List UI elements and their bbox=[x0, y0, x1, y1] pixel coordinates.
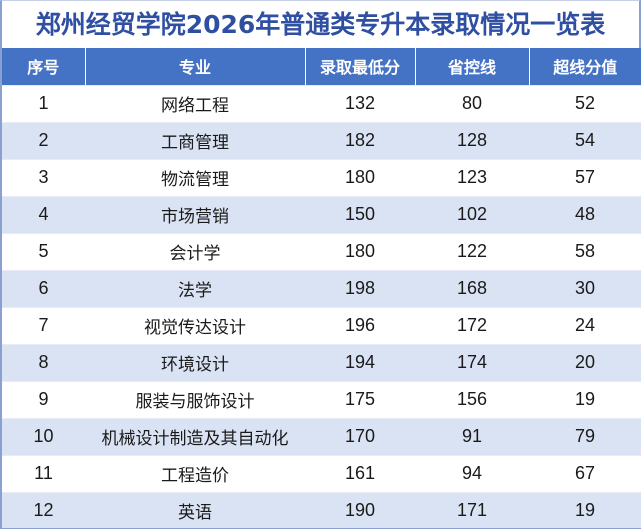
cell-min-score: 182 bbox=[305, 121, 415, 159]
table-row: 5 会计学 180 122 58 bbox=[0, 232, 641, 270]
cell-index: 11 bbox=[0, 454, 85, 492]
table-row: 3 物流管理 180 123 57 bbox=[0, 158, 641, 196]
header-index: 序号 bbox=[0, 48, 85, 85]
cell-index: 12 bbox=[0, 491, 85, 529]
cell-major: 环境设计 bbox=[85, 343, 305, 381]
cell-min-score: 180 bbox=[305, 232, 415, 270]
cell-above-line: 67 bbox=[529, 454, 641, 492]
table-row: 6 法学 198 168 30 bbox=[0, 269, 641, 307]
cell-min-score: 170 bbox=[305, 417, 415, 455]
admission-table: 序号 专业 录取最低分 省控线 超线分值 1 网络工程 132 80 52 2 工商管理 18… bbox=[0, 48, 641, 529]
cell-major: 法学 bbox=[85, 269, 305, 307]
cell-control-line: 172 bbox=[415, 306, 529, 344]
cell-index: 5 bbox=[0, 232, 85, 270]
cell-min-score: 180 bbox=[305, 158, 415, 196]
cell-min-score: 161 bbox=[305, 454, 415, 492]
cell-above-line: 24 bbox=[529, 306, 641, 344]
table-body: 1 网络工程 132 80 52 2 工商管理 182 128 54 3 物流管理 180 123 57 4 市… bbox=[0, 84, 641, 529]
table-row: 9 服装与服饰设计 175 156 19 bbox=[0, 380, 641, 418]
page-title: 郑州经贸学院2026年普通类专升本录取情况一览表 bbox=[0, 0, 641, 48]
cell-min-score: 175 bbox=[305, 380, 415, 418]
cell-above-line: 58 bbox=[529, 232, 641, 270]
table-row: 1 网络工程 132 80 52 bbox=[0, 84, 641, 122]
table-row: 10 机械设计制造及其自动化 170 91 79 bbox=[0, 417, 641, 455]
cell-index: 4 bbox=[0, 195, 85, 233]
cell-index: 6 bbox=[0, 269, 85, 307]
cell-above-line: 19 bbox=[529, 380, 641, 418]
header-control-line: 省控线 bbox=[414, 48, 529, 85]
cell-major: 会计学 bbox=[85, 232, 305, 270]
cell-major: 工商管理 bbox=[85, 121, 305, 159]
cell-control-line: 80 bbox=[415, 84, 529, 122]
cell-control-line: 102 bbox=[415, 195, 529, 233]
table-row: 12 英语 190 171 19 bbox=[0, 491, 641, 529]
cell-index: 10 bbox=[0, 417, 85, 455]
cell-above-line: 54 bbox=[529, 121, 641, 159]
cell-control-line: 122 bbox=[415, 232, 529, 270]
cell-control-line: 168 bbox=[415, 269, 529, 307]
table-row: 4 市场营销 150 102 48 bbox=[0, 195, 641, 233]
cell-above-line: 79 bbox=[529, 417, 641, 455]
header-row: 序号 专业 录取最低分 省控线 超线分值 bbox=[0, 48, 641, 85]
cell-above-line: 48 bbox=[529, 195, 641, 233]
cell-index: 3 bbox=[0, 158, 85, 196]
cell-min-score: 190 bbox=[305, 491, 415, 529]
table-row: 7 视觉传达设计 196 172 24 bbox=[0, 306, 641, 344]
cell-min-score: 198 bbox=[305, 269, 415, 307]
header-min-score: 录取最低分 bbox=[304, 48, 415, 85]
cell-index: 2 bbox=[0, 121, 85, 159]
cell-major: 服装与服饰设计 bbox=[85, 380, 305, 418]
cell-control-line: 156 bbox=[415, 380, 529, 418]
cell-major: 工程造价 bbox=[85, 454, 305, 492]
cell-control-line: 128 bbox=[415, 121, 529, 159]
cell-control-line: 94 bbox=[415, 454, 529, 492]
cell-above-line: 57 bbox=[529, 158, 641, 196]
header-above-line: 超线分值 bbox=[528, 48, 641, 85]
table-row: 8 环境设计 194 174 20 bbox=[0, 343, 641, 381]
cell-control-line: 123 bbox=[415, 158, 529, 196]
cell-min-score: 196 bbox=[305, 306, 415, 344]
cell-control-line: 91 bbox=[415, 417, 529, 455]
cell-index: 8 bbox=[0, 343, 85, 381]
cell-major: 网络工程 bbox=[85, 84, 305, 122]
table-row: 11 工程造价 161 94 67 bbox=[0, 454, 641, 492]
cell-min-score: 194 bbox=[305, 343, 415, 381]
table-row: 2 工商管理 182 128 54 bbox=[0, 121, 641, 159]
cell-above-line: 30 bbox=[529, 269, 641, 307]
cell-major: 英语 bbox=[85, 491, 305, 529]
cell-above-line: 19 bbox=[529, 491, 641, 529]
cell-min-score: 132 bbox=[305, 84, 415, 122]
cell-control-line: 171 bbox=[415, 491, 529, 529]
header-major: 专业 bbox=[84, 48, 305, 85]
cell-above-line: 20 bbox=[529, 343, 641, 381]
cell-major: 视觉传达设计 bbox=[85, 306, 305, 344]
cell-index: 1 bbox=[0, 84, 85, 122]
cell-above-line: 52 bbox=[529, 84, 641, 122]
cell-major: 市场营销 bbox=[85, 195, 305, 233]
cell-index: 7 bbox=[0, 306, 85, 344]
cell-control-line: 174 bbox=[415, 343, 529, 381]
cell-major: 机械设计制造及其自动化 bbox=[85, 417, 305, 455]
table-header: 序号 专业 录取最低分 省控线 超线分值 bbox=[0, 48, 641, 85]
cell-min-score: 150 bbox=[305, 195, 415, 233]
cell-major: 物流管理 bbox=[85, 158, 305, 196]
cell-index: 9 bbox=[0, 380, 85, 418]
